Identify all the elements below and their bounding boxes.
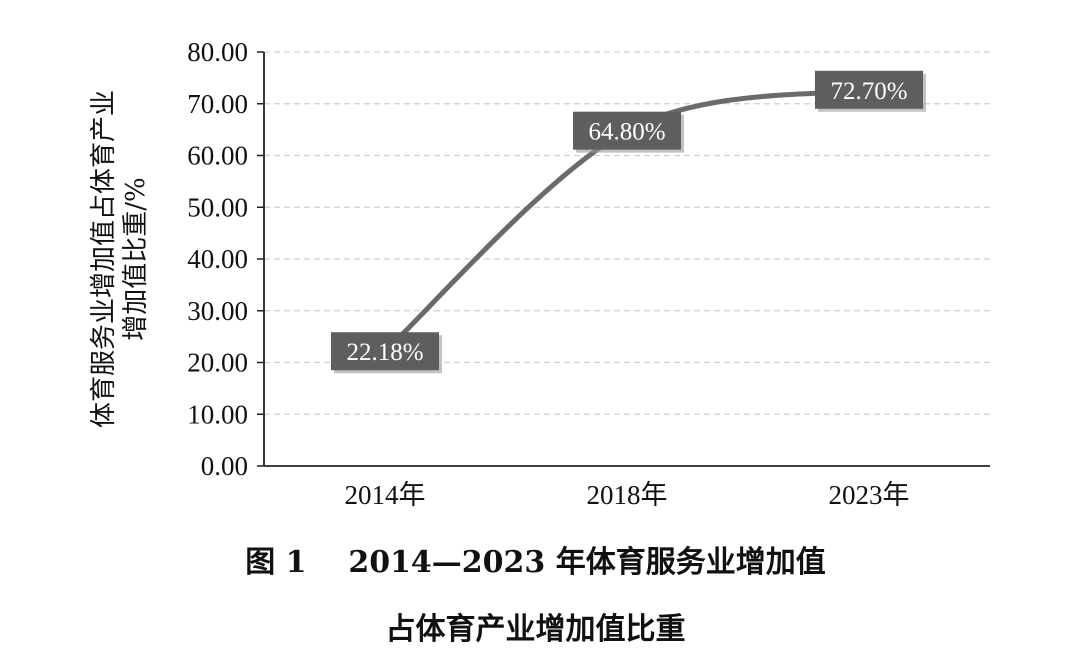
y-tick-label: 60.00 <box>187 141 248 171</box>
y-tick-label: 80.00 <box>187 37 248 67</box>
data-label: 64.80% <box>573 111 684 153</box>
y-axis-label: 体育服务业增加值占体育产业 增加值比重/% <box>89 90 151 428</box>
y-tick-label: 10.00 <box>187 399 248 429</box>
data-label-text: 64.80% <box>588 119 665 146</box>
x-tick-label: 2018年 <box>587 480 668 510</box>
y-tick-label: 70.00 <box>187 89 248 119</box>
x-tick-label: 2014年 <box>345 480 426 510</box>
y-tick-label: 0.00 <box>201 451 248 481</box>
y-tick-label: 40.00 <box>187 244 248 274</box>
y-tick-label: 50.00 <box>187 192 248 222</box>
data-label: 22.18% <box>331 332 442 374</box>
y-tick-labels: 0.00 10.00 20.00 30.00 40.00 50.00 60.00 70.00 8… <box>187 37 248 481</box>
line-chart: 0.00 10.00 20.00 30.00 40.00 50.00 60.00 70.00 8… <box>89 37 990 510</box>
y-axis-label-line: 体育服务业增加值占体育产业 <box>89 90 119 428</box>
data-label-text: 22.18% <box>346 339 423 366</box>
data-label-box <box>815 70 923 109</box>
data-label-box <box>331 332 439 371</box>
y-tick-label: 20.00 <box>187 348 248 378</box>
data-label-box <box>573 111 681 150</box>
data-label: 72.70% <box>815 70 926 112</box>
x-tick-labels: 2014年 2018年 2023年 <box>345 480 910 510</box>
figure-caption-line1: 图 1 2014—2023 年体育服务业增加值 <box>245 545 826 580</box>
data-labels: 22.18% 64.80% 72.70% <box>331 70 926 374</box>
axes <box>257 51 990 467</box>
y-axis-label-line: 增加值比重/% <box>121 177 151 340</box>
y-tick-label: 30.00 <box>187 296 248 326</box>
x-tick-label: 2023年 <box>829 480 910 510</box>
figure-caption-line2: 占体育产业增加值比重 <box>385 612 686 647</box>
data-label-text: 72.70% <box>830 78 907 105</box>
